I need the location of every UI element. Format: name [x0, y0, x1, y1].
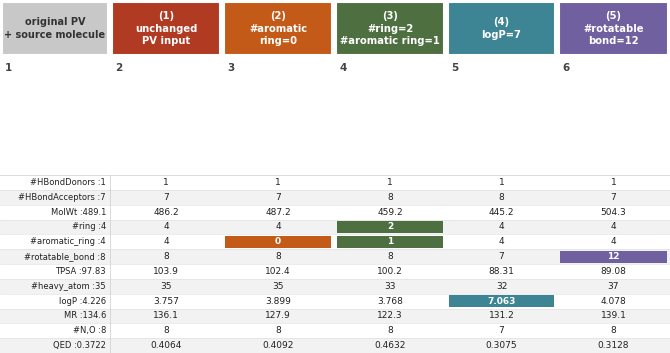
- Text: 139.1: 139.1: [600, 311, 626, 321]
- Text: 445.2: 445.2: [488, 208, 515, 217]
- Bar: [225, 236, 331, 248]
- Text: (3)
#ring=2
#aromatic ring=1: (3) #ring=2 #aromatic ring=1: [340, 11, 440, 46]
- Text: 35: 35: [272, 282, 284, 291]
- Text: 3.899: 3.899: [265, 297, 291, 306]
- Text: 7.063: 7.063: [487, 297, 516, 306]
- Text: 32: 32: [496, 282, 507, 291]
- Text: 3.768: 3.768: [377, 297, 403, 306]
- Text: 8: 8: [163, 252, 169, 261]
- Text: 3.757: 3.757: [153, 297, 179, 306]
- Bar: [337, 236, 443, 248]
- Text: 1: 1: [387, 237, 393, 246]
- Text: 1: 1: [387, 178, 393, 187]
- Bar: [0, 190, 670, 205]
- Text: 1: 1: [163, 178, 169, 187]
- Text: 2: 2: [387, 222, 393, 232]
- Text: 33: 33: [385, 282, 396, 291]
- Text: MR :134.6: MR :134.6: [64, 311, 106, 321]
- Text: 4: 4: [339, 63, 346, 73]
- Bar: [336, 2, 444, 55]
- Bar: [0, 220, 670, 234]
- Text: 4: 4: [498, 222, 505, 232]
- Text: 0.4064: 0.4064: [150, 341, 182, 350]
- Text: 0.4092: 0.4092: [263, 341, 293, 350]
- Text: 4.078: 4.078: [600, 297, 626, 306]
- Text: 504.3: 504.3: [600, 208, 626, 217]
- Text: 8: 8: [387, 326, 393, 335]
- Text: 2: 2: [115, 63, 122, 73]
- Text: 486.2: 486.2: [153, 208, 179, 217]
- Text: 7: 7: [163, 193, 169, 202]
- Text: 100.2: 100.2: [377, 267, 403, 276]
- Bar: [112, 2, 220, 55]
- Text: 103.9: 103.9: [153, 267, 179, 276]
- Text: 1: 1: [275, 178, 281, 187]
- Text: 7: 7: [498, 326, 505, 335]
- Text: 1: 1: [610, 178, 616, 187]
- Text: 122.3: 122.3: [377, 311, 403, 321]
- Text: #rotatable_bond :8: #rotatable_bond :8: [25, 252, 106, 261]
- Bar: [0, 338, 670, 353]
- Text: 0: 0: [275, 237, 281, 246]
- Text: (4)
logP=7: (4) logP=7: [482, 17, 521, 40]
- Text: original PV
+ source molecule: original PV + source molecule: [5, 17, 106, 40]
- Bar: [2, 2, 108, 55]
- Text: 4: 4: [163, 222, 169, 232]
- Text: 8: 8: [387, 193, 393, 202]
- Text: 4: 4: [610, 222, 616, 232]
- Text: 459.2: 459.2: [377, 208, 403, 217]
- Text: logP :4.226: logP :4.226: [59, 297, 106, 306]
- Text: 3: 3: [227, 63, 234, 73]
- Text: 4: 4: [163, 237, 169, 246]
- Text: TPSA :97.83: TPSA :97.83: [56, 267, 106, 276]
- Text: 5: 5: [451, 63, 458, 73]
- Bar: [559, 2, 668, 55]
- Text: 1: 1: [5, 63, 12, 73]
- Text: #heavy_atom :35: #heavy_atom :35: [31, 282, 106, 291]
- Text: 8: 8: [163, 326, 169, 335]
- Text: 0.3075: 0.3075: [486, 341, 517, 350]
- Text: 8: 8: [498, 193, 505, 202]
- Text: 0.3128: 0.3128: [598, 341, 629, 350]
- Bar: [0, 249, 670, 264]
- Text: 7: 7: [498, 252, 505, 261]
- Bar: [449, 295, 554, 307]
- Text: 8: 8: [275, 326, 281, 335]
- Text: #aromatic_ring :4: #aromatic_ring :4: [30, 237, 106, 246]
- Text: 8: 8: [387, 252, 393, 261]
- Text: 136.1: 136.1: [153, 311, 179, 321]
- Text: 6: 6: [562, 63, 570, 73]
- Text: #N,O :8: #N,O :8: [72, 326, 106, 335]
- Text: 8: 8: [610, 326, 616, 335]
- Text: (5)
#rotatable
bond=12: (5) #rotatable bond=12: [584, 11, 644, 46]
- Text: 102.4: 102.4: [265, 267, 291, 276]
- Text: 37: 37: [608, 282, 619, 291]
- Bar: [448, 2, 555, 55]
- Text: (1)
unchanged
PV input: (1) unchanged PV input: [135, 11, 197, 46]
- Text: QED :0.3722: QED :0.3722: [53, 341, 106, 350]
- Text: 4: 4: [275, 222, 281, 232]
- Text: 8: 8: [275, 252, 281, 261]
- Text: 7: 7: [610, 193, 616, 202]
- Text: 1: 1: [498, 178, 505, 187]
- Text: MolWt :489.1: MolWt :489.1: [51, 208, 106, 217]
- Text: 0.4632: 0.4632: [375, 341, 406, 350]
- Text: 12: 12: [607, 252, 620, 261]
- Text: 4: 4: [498, 237, 505, 246]
- Text: 7: 7: [275, 193, 281, 202]
- Bar: [0, 279, 670, 294]
- Text: #HBondAcceptors :7: #HBondAcceptors :7: [18, 193, 106, 202]
- Text: 35: 35: [160, 282, 172, 291]
- Text: 88.31: 88.31: [488, 267, 515, 276]
- Bar: [0, 309, 670, 323]
- Bar: [337, 221, 443, 233]
- Text: 127.9: 127.9: [265, 311, 291, 321]
- Text: (2)
#aromatic
ring=0: (2) #aromatic ring=0: [249, 11, 307, 46]
- Text: #HBondDonors :1: #HBondDonors :1: [30, 178, 106, 187]
- Text: 131.2: 131.2: [488, 311, 515, 321]
- Bar: [224, 2, 332, 55]
- Text: 487.2: 487.2: [265, 208, 291, 217]
- Text: 4: 4: [610, 237, 616, 246]
- Text: #ring :4: #ring :4: [72, 222, 106, 232]
- Bar: [560, 251, 667, 263]
